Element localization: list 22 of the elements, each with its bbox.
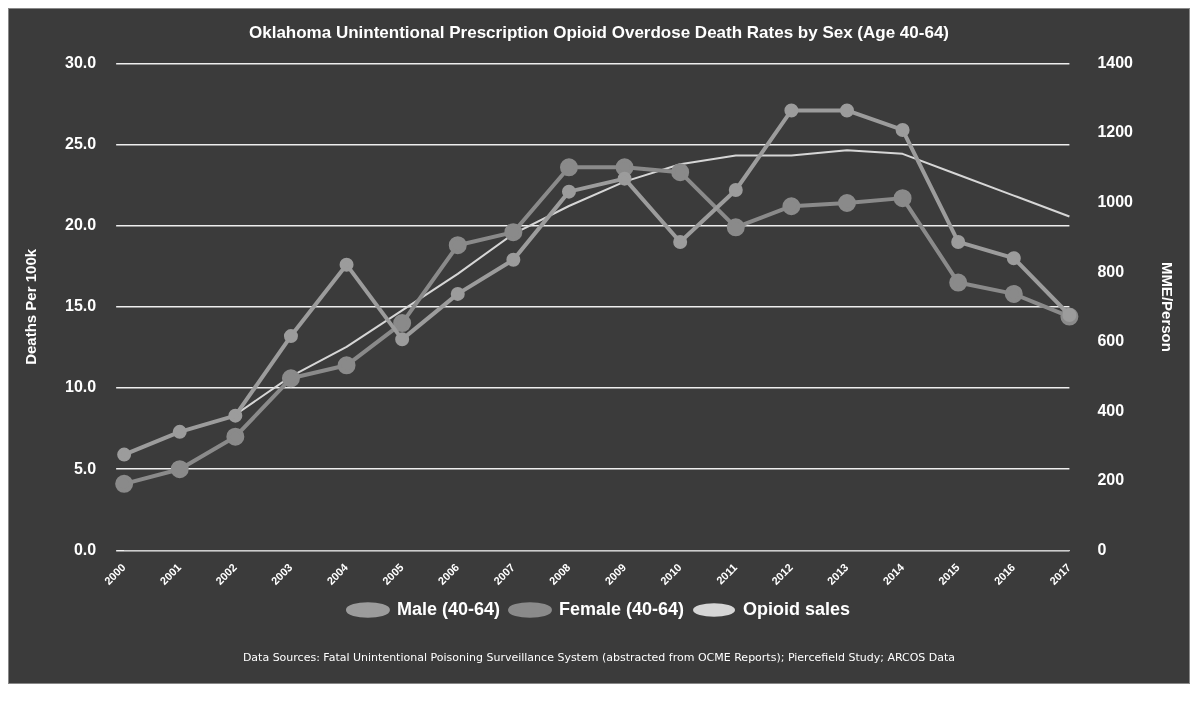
- legend-label: Male (40-64): [396, 598, 500, 619]
- y2-tick-label: 400: [1097, 401, 1125, 419]
- y2-tick-label: 600: [1097, 332, 1125, 350]
- y2-tick-label: 1000: [1097, 192, 1134, 210]
- y-tick-label: 0.0: [73, 540, 97, 558]
- chart-title: Oklahoma Unintentional Prescription Opioid Overdose Death Rates by Sex (Age 40-64): [248, 22, 950, 42]
- y-tick-label: 10.0: [65, 378, 97, 396]
- y-tick-label: 25.0: [65, 134, 97, 152]
- y2-tick-label: 200: [1097, 471, 1125, 489]
- y-tick-label: 30.0: [65, 53, 97, 71]
- y-tick-label: 5.0: [73, 459, 97, 477]
- y2-tick-label: 800: [1097, 262, 1125, 280]
- y2-tick-label: 0: [1097, 540, 1107, 558]
- text: Data Sources: Fatal Unintentional Poisoning Surveillance System (abstracted from OCME Reports); Piercefield Study; ARCOS Data: [241, 651, 957, 664]
- legend-label: Female (40-64): [558, 598, 685, 619]
- y2-tick-label: 1400: [1097, 53, 1134, 71]
- y-tick-label: 20.0: [65, 216, 97, 234]
- y2-axis-title: MME/Person: [1158, 261, 1176, 352]
- y-axis-title: Deaths Per 100k: [22, 248, 40, 365]
- y2-tick-label: 1200: [1097, 123, 1134, 141]
- legend-label: Opioid sales: [743, 598, 851, 619]
- y-tick-label: 15.0: [65, 297, 97, 315]
